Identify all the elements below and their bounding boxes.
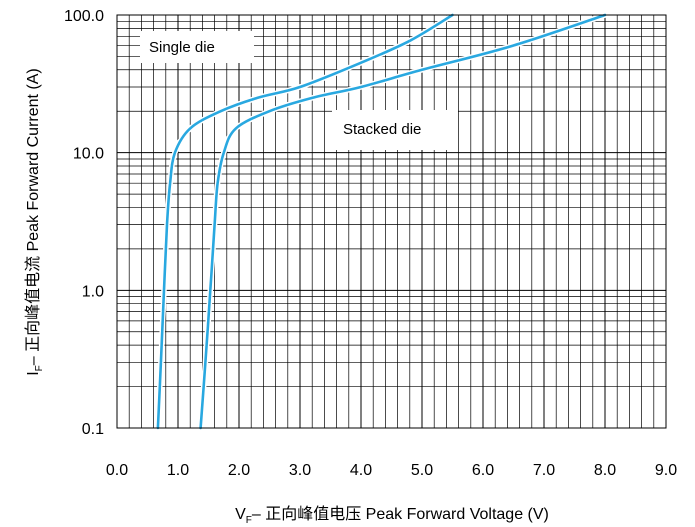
stacked-die-label-bg xyxy=(332,110,458,150)
x-tick-label: 8.0 xyxy=(594,462,616,479)
y-axis-title-text: – 正向峰值电流 Peak Forward Current (A) xyxy=(24,68,42,365)
plot-frame xyxy=(116,14,667,429)
x-tick-label: 5.0 xyxy=(411,462,433,479)
x-axis-title-subscript: F xyxy=(246,515,252,526)
x-tick-label: 0.0 xyxy=(106,462,128,479)
x-tick-label: 7.0 xyxy=(533,462,555,479)
x-tick-label: 1.0 xyxy=(167,462,189,479)
x-axis-title-symbol: V xyxy=(235,506,246,523)
x-tick-label: 4.0 xyxy=(350,462,372,479)
y-axis-title: IF– 正向峰值电流 Peak Forward Current (A) xyxy=(24,68,45,376)
x-axis-title: VF– 正向峰值电压 Peak Forward Voltage (V) xyxy=(235,505,549,526)
annotation-labels: Single die Stacked die xyxy=(140,31,458,150)
curves xyxy=(155,12,608,431)
x-tick-label: 6.0 xyxy=(472,462,494,479)
y-axis-title-subscript: F xyxy=(34,365,45,371)
single-die-label-bg xyxy=(140,31,254,63)
x-tick-label: 9.0 xyxy=(655,462,677,479)
stacked-die-label: Stacked die xyxy=(343,121,421,138)
x-tick-labels: 0.0 1.0 2.0 3.0 4.0 5.0 6.0 7.0 8.0 9.0 xyxy=(106,462,677,479)
x-tick-label: 3.0 xyxy=(289,462,311,479)
curve-stacked-die xyxy=(199,13,607,430)
x-axis-title-text: – 正向峰值电压 Peak Forward Voltage (V) xyxy=(252,505,549,523)
single-die-label: Single die xyxy=(149,39,215,56)
curve-single-die xyxy=(156,13,454,430)
y-tick-label: 10.0 xyxy=(73,146,104,163)
y-tick-label: 0.1 xyxy=(82,421,104,438)
y-axis-title-symbol: I xyxy=(25,371,42,375)
x-tick-label: 2.0 xyxy=(228,462,250,479)
y-tick-labels: 0.1 1.0 10.0 100.0 xyxy=(64,8,104,438)
y-tick-label: 100.0 xyxy=(64,8,104,25)
y-tick-label: 1.0 xyxy=(82,283,104,300)
